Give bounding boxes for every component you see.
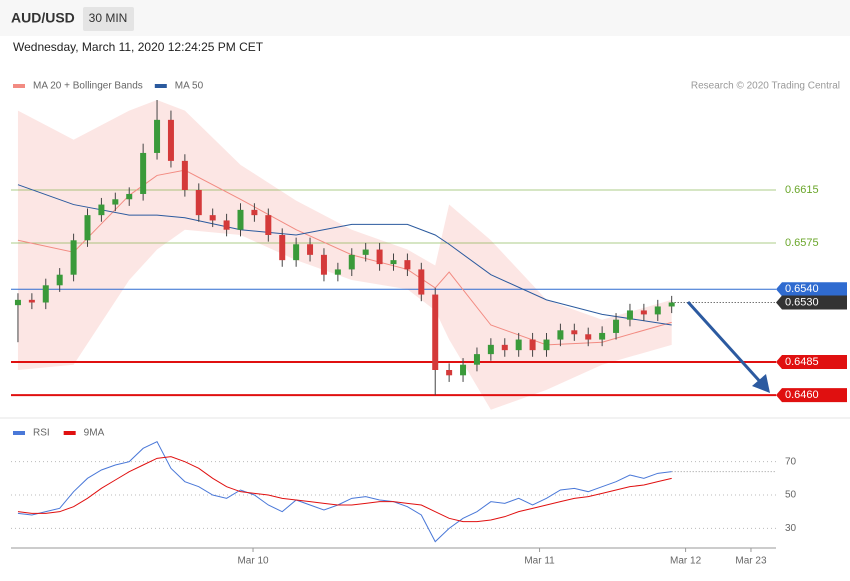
level-label: 0.6575 bbox=[785, 237, 819, 249]
candle-body bbox=[279, 235, 286, 261]
legend-label: RSI bbox=[33, 428, 50, 439]
level-label-box bbox=[776, 295, 847, 310]
legend-label: 9MA bbox=[84, 428, 105, 439]
legend-swatch bbox=[154, 84, 167, 88]
header-bar bbox=[0, 0, 850, 36]
candle-body bbox=[515, 339, 522, 351]
level-label: 0.6460 bbox=[785, 389, 819, 401]
candle-body bbox=[140, 152, 147, 194]
candle-body bbox=[154, 119, 161, 153]
candle-body bbox=[446, 370, 453, 376]
candle-body bbox=[557, 330, 564, 340]
candle-body bbox=[307, 244, 314, 255]
x-tick-label: Mar 11 bbox=[524, 556, 555, 567]
level-label-box bbox=[776, 388, 847, 403]
legend-swatch bbox=[63, 431, 76, 435]
level-label: 0.6485 bbox=[785, 356, 819, 368]
candle-body bbox=[654, 306, 661, 315]
forecast-arrow bbox=[686, 300, 766, 388]
candle-body bbox=[432, 294, 439, 370]
candle-body bbox=[404, 260, 411, 270]
y-tick-label: 50 bbox=[785, 490, 797, 501]
candle-body bbox=[390, 260, 397, 265]
candle-body bbox=[223, 220, 230, 230]
candle-body bbox=[167, 119, 174, 161]
candle-body bbox=[418, 269, 425, 295]
timeframe: 30 MIN bbox=[89, 11, 128, 25]
symbol: AUD/USD bbox=[11, 10, 75, 26]
datetime: Wednesday, March 11, 2020 12:24:25 PM CE… bbox=[13, 40, 264, 54]
candle-body bbox=[28, 299, 35, 303]
bollinger-band bbox=[17, 100, 672, 410]
legend-label: MA 50 bbox=[175, 81, 204, 92]
level-label-box bbox=[776, 355, 847, 370]
candle-body bbox=[529, 339, 536, 351]
legend-swatch bbox=[13, 431, 25, 435]
candle-body bbox=[126, 193, 133, 200]
candle-body bbox=[320, 254, 327, 275]
candle-body bbox=[362, 249, 369, 255]
candle-body bbox=[348, 254, 355, 270]
candle-body bbox=[376, 249, 383, 265]
candle-body bbox=[14, 299, 21, 306]
candle-body bbox=[112, 199, 119, 205]
y-tick-label: 70 bbox=[785, 456, 797, 467]
candle-body bbox=[98, 204, 105, 216]
candle-body bbox=[640, 310, 647, 315]
candle-body bbox=[195, 190, 202, 216]
x-tick-label: Mar 10 bbox=[237, 556, 269, 567]
candle-body bbox=[543, 339, 550, 351]
candle-body bbox=[460, 364, 467, 376]
candle-body bbox=[626, 310, 633, 320]
legend-swatch bbox=[13, 84, 25, 88]
candle-body bbox=[84, 215, 91, 241]
candle-body bbox=[487, 344, 494, 355]
level-label: 0.6615 bbox=[785, 184, 819, 196]
ma-line bbox=[17, 184, 672, 326]
candle-body bbox=[334, 269, 341, 275]
candle-body bbox=[251, 209, 258, 216]
level-label: 0.6530 bbox=[785, 296, 819, 308]
candle-body bbox=[70, 240, 77, 275]
forecast-arrowhead bbox=[752, 374, 770, 393]
candle-body bbox=[501, 344, 508, 351]
legend-label: MA 20 + Bollinger Bands bbox=[33, 81, 143, 92]
candle-body bbox=[237, 209, 244, 230]
x-tick-label: Mar 12 bbox=[670, 556, 702, 567]
candle-body bbox=[668, 302, 675, 307]
candle-body bbox=[56, 274, 63, 286]
candle-body bbox=[293, 244, 300, 261]
plot-layer: MA 20 + Bollinger Bands MA 50 0.6615 0.6575… bbox=[11, 81, 847, 567]
credit: Research © 2020 Trading Central bbox=[691, 81, 840, 92]
candle-body bbox=[613, 319, 620, 333]
candle-body bbox=[265, 215, 272, 235]
timeframe-box bbox=[83, 7, 134, 31]
candle-body bbox=[473, 354, 480, 365]
candle-body bbox=[181, 160, 188, 190]
candle-body bbox=[209, 215, 216, 221]
level-label-box bbox=[776, 282, 847, 297]
candle-body bbox=[571, 330, 578, 335]
candle-body bbox=[42, 285, 49, 303]
y-tick-label: 30 bbox=[785, 523, 797, 534]
series-line bbox=[17, 456, 672, 523]
candle-body bbox=[585, 334, 592, 340]
level-label: 0.6540 bbox=[785, 283, 819, 295]
candle-body bbox=[599, 332, 606, 340]
x-tick-label: Mar 23 bbox=[735, 556, 767, 567]
series-line bbox=[17, 441, 672, 543]
